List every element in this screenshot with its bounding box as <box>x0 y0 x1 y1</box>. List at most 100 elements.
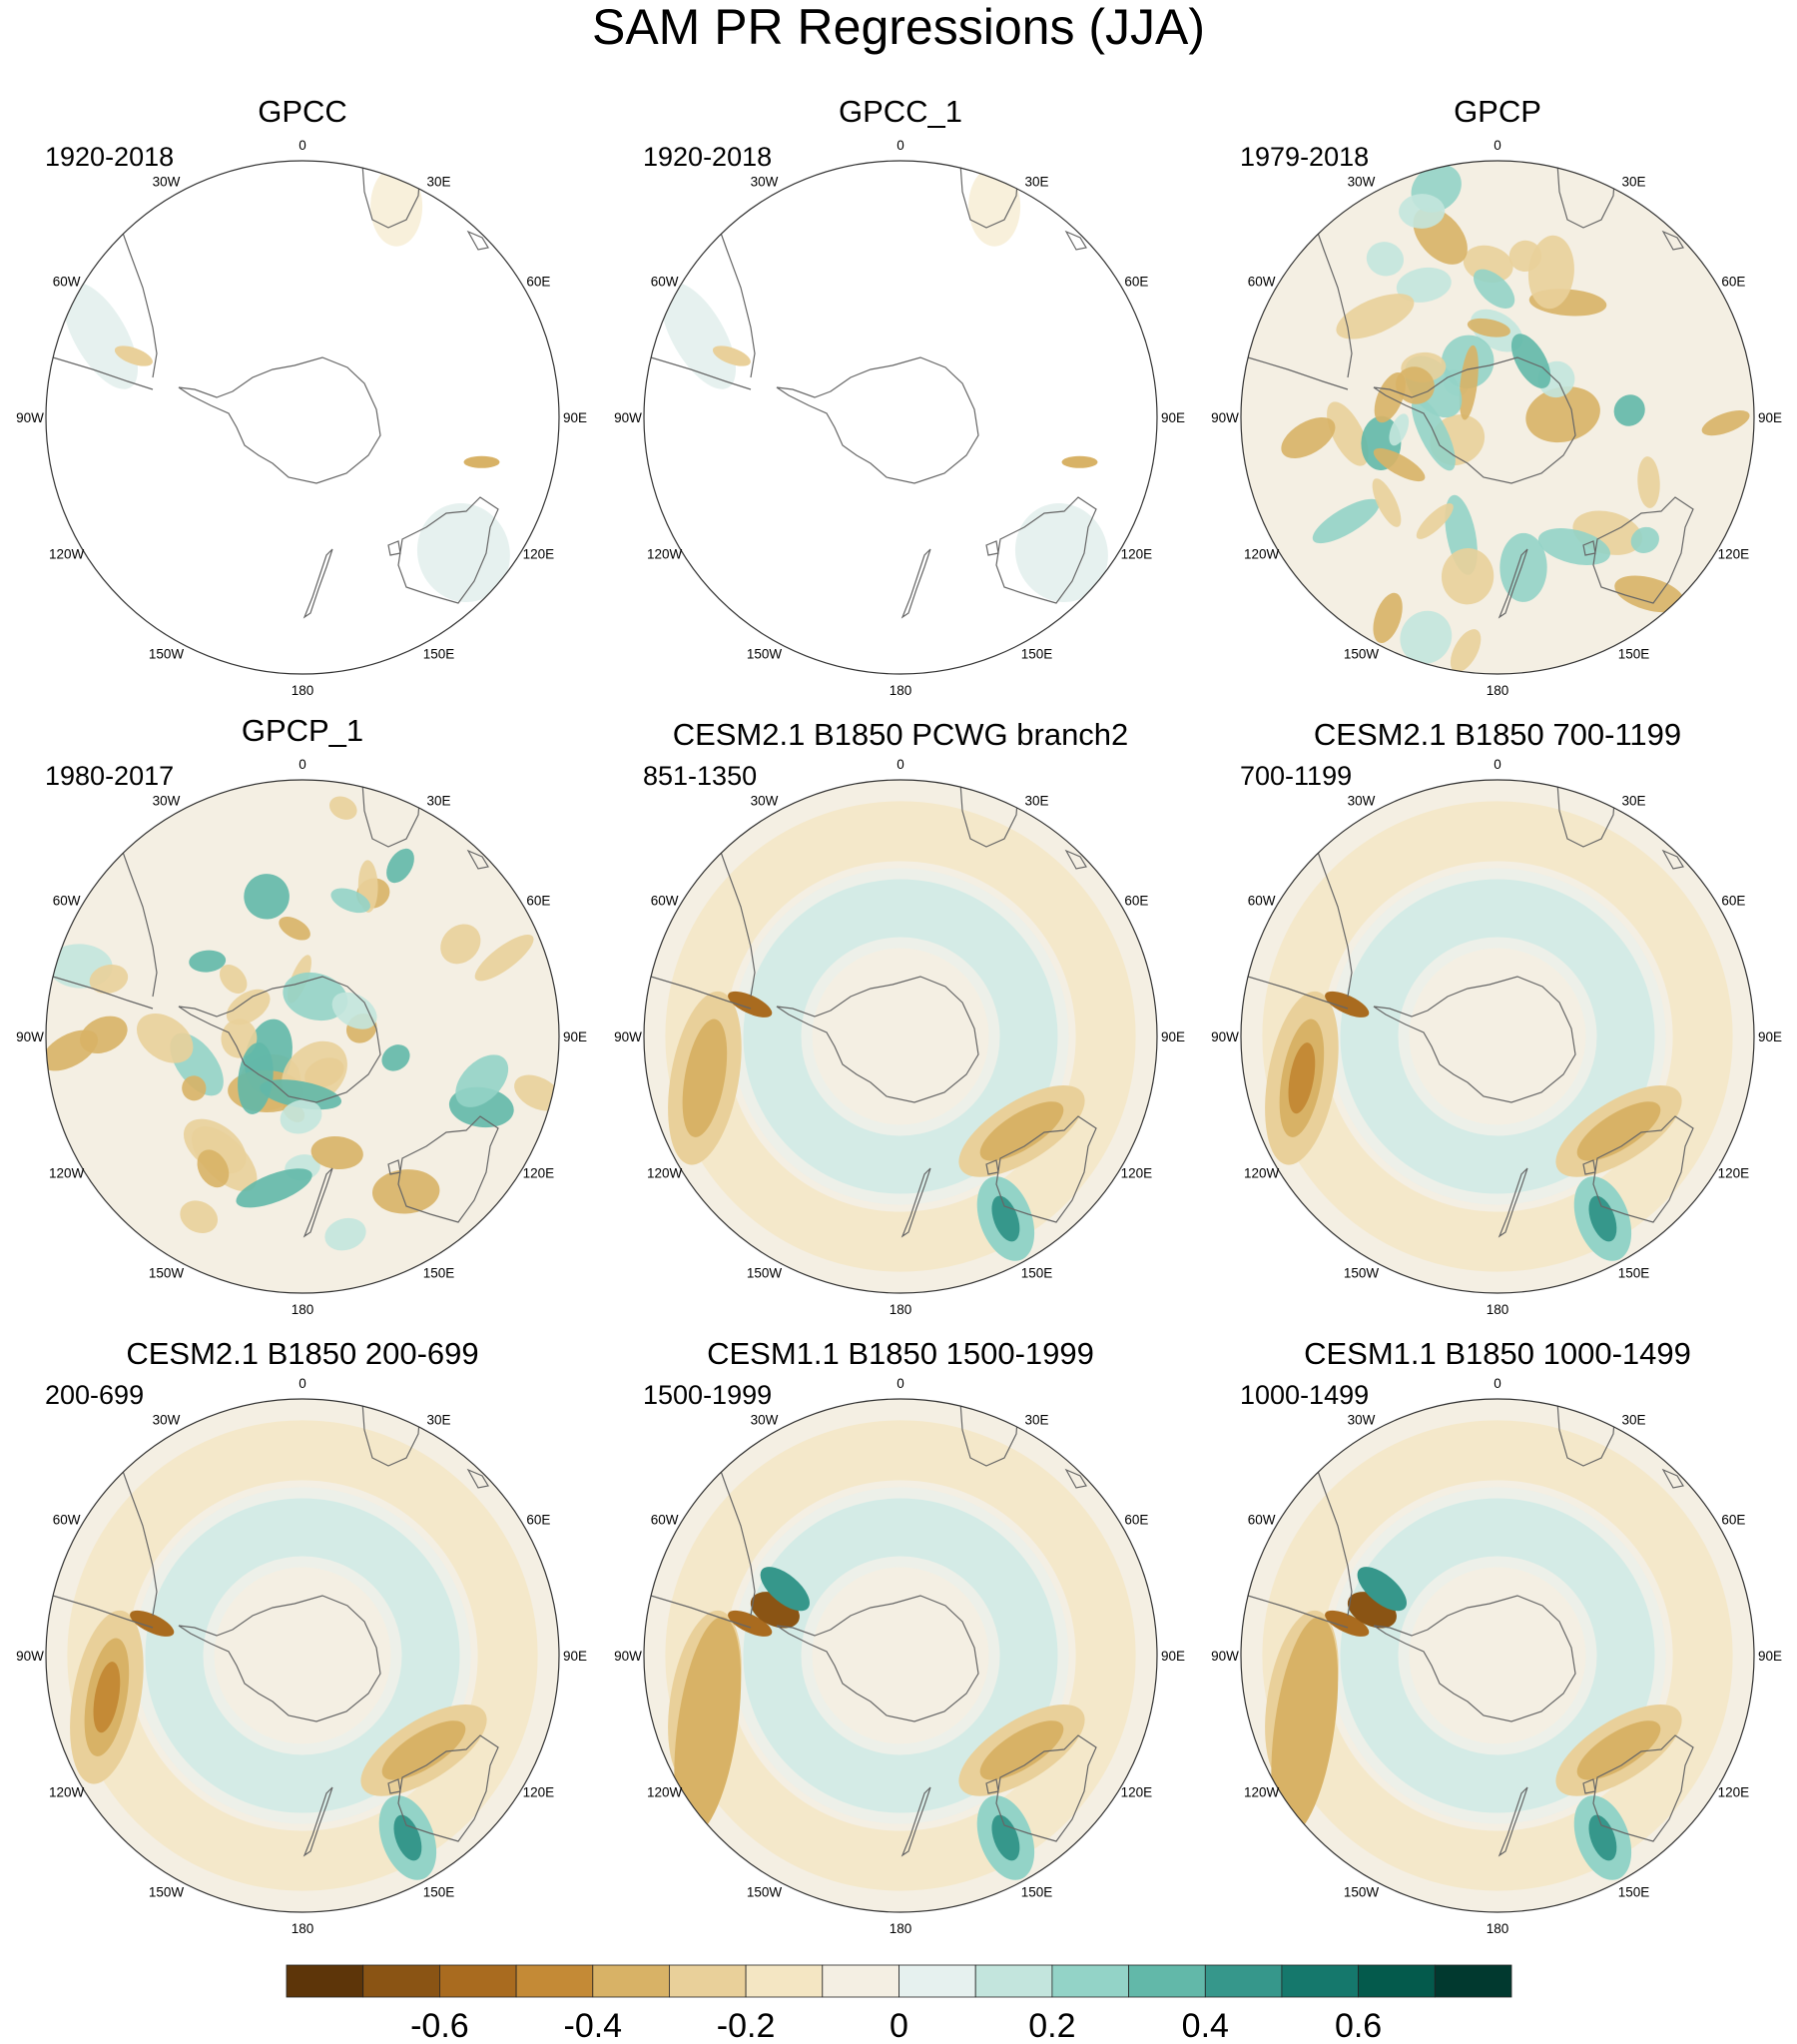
longitude-label: 90W <box>1211 410 1239 425</box>
longitude-label: 60W <box>651 1513 679 1528</box>
panel-title: GPCC_1 <box>839 94 962 129</box>
longitude-label: 60W <box>1248 894 1276 909</box>
longitude-label: 30W <box>1348 175 1376 190</box>
panel-title: CESM2.1 B1850 700-1199 <box>1314 717 1681 752</box>
longitude-label: 30E <box>1024 1413 1048 1428</box>
longitude-label: 0 <box>299 138 306 153</box>
longitude-label: 120W <box>647 547 683 562</box>
longitude-label: 120W <box>49 1166 85 1181</box>
panel-period: 200-699 <box>45 1380 144 1410</box>
panel-period: 1920-2018 <box>45 142 174 172</box>
colorbar-swatch <box>822 1964 899 1998</box>
longitude-label: 60E <box>526 1513 550 1528</box>
colorbar-swatch <box>362 1964 440 1998</box>
panel-title: CESM1.1 B1850 1000-1499 <box>1304 1336 1691 1371</box>
longitude-label: 60E <box>1721 1513 1745 1528</box>
panel-period: 851-1350 <box>643 761 757 791</box>
longitude-label: 30W <box>153 1413 181 1428</box>
longitude-label: 60W <box>651 275 679 290</box>
figure-title: SAM PR Regressions (JJA) <box>592 0 1205 55</box>
longitude-label: 90E <box>563 1649 587 1664</box>
longitude-label: 90E <box>1758 1649 1782 1664</box>
longitude-label: 120E <box>523 1785 555 1800</box>
longitude-label: 60W <box>53 894 81 909</box>
longitude-label: 150E <box>1618 1265 1650 1280</box>
map-panels: GPCC 1920-2018 0 30E 60E 90E 120E 150E 180 150W 12… <box>16 94 1782 1936</box>
longitude-label: 90E <box>1161 410 1185 425</box>
longitude-label: 60W <box>651 894 679 909</box>
longitude-label: 120E <box>1121 1785 1153 1800</box>
longitude-label: 90W <box>1211 1649 1239 1664</box>
longitude-label: 30W <box>153 175 181 190</box>
longitude-label: 120E <box>1718 547 1750 562</box>
map-boundary <box>45 779 560 1294</box>
longitude-label: 30W <box>751 794 779 809</box>
longitude-label: 150W <box>1344 1884 1380 1899</box>
longitude-label: 150E <box>423 1884 455 1899</box>
colorbar-tick-label: 0.6 <box>1335 2007 1382 2044</box>
colorbar-tick-label: 0.4 <box>1182 2007 1229 2044</box>
longitude-label: 150W <box>1344 1265 1380 1280</box>
panel-period: 700-1199 <box>1240 761 1352 791</box>
map-panel: CESM2.1 B1850 200-699 200-699 0 30E 60E 90E 12… <box>16 1336 587 1936</box>
longitude-label: 120E <box>1121 1166 1153 1181</box>
longitude-label: 120W <box>1244 1785 1280 1800</box>
longitude-label: 60W <box>1248 1513 1276 1528</box>
longitude-label: 0 <box>299 1376 306 1391</box>
longitude-label: 180 <box>890 683 912 698</box>
longitude-label: 90W <box>614 1029 642 1044</box>
longitude-label: 0 <box>897 138 904 153</box>
map-boundary <box>1240 1398 1755 1913</box>
longitude-label: 120E <box>1718 1166 1750 1181</box>
colorbar-swatch <box>515 1964 594 1998</box>
colorbar-tick-label: -0.2 <box>717 2007 776 2044</box>
regression-field <box>1241 1399 1754 1912</box>
longitude-label: 180 <box>1487 683 1509 698</box>
regression-field <box>1241 161 1754 674</box>
longitude-label: 120E <box>523 1166 555 1181</box>
colorbar-swatch <box>669 1964 747 1998</box>
colorbar-swatch <box>1358 1964 1436 1998</box>
longitude-label: 90E <box>563 410 587 425</box>
regression-field <box>644 780 1157 1293</box>
longitude-label: 0 <box>1494 138 1501 153</box>
colorbar-swatch <box>745 1964 824 1998</box>
longitude-label: 30E <box>1621 175 1645 190</box>
regression-field <box>1241 780 1754 1293</box>
longitude-label: 90E <box>1758 1029 1782 1044</box>
longitude-label: 150E <box>1618 646 1650 661</box>
colorbar-swatch <box>1128 1964 1206 1998</box>
longitude-label: 0 <box>897 1376 904 1391</box>
longitude-label: 30E <box>426 175 450 190</box>
panel-period: 1980-2017 <box>45 761 174 791</box>
longitude-label: 180 <box>890 1921 912 1936</box>
map-boundary <box>643 779 1158 1294</box>
colorbar-swatch <box>286 1964 364 1998</box>
longitude-label: 150E <box>1021 1884 1053 1899</box>
longitude-label: 90E <box>1161 1649 1185 1664</box>
colorbar-swatch <box>1434 1964 1512 1998</box>
longitude-label: 60E <box>1124 894 1148 909</box>
longitude-label: 30W <box>153 794 181 809</box>
longitude-label: 0 <box>299 757 306 772</box>
map-panel: GPCC 1920-2018 0 30E 60E 90E 120E 150E 180 150W 12… <box>16 94 587 698</box>
map-panel: CESM2.1 B1850 PCWG branch2 851-1350 0 30E 60… <box>614 717 1185 1317</box>
map-boundary <box>643 160 1158 675</box>
longitude-label: 90W <box>614 1649 642 1664</box>
longitude-label: 150W <box>149 1884 185 1899</box>
longitude-label: 150W <box>1344 646 1380 661</box>
longitude-label: 150E <box>1618 1884 1650 1899</box>
longitude-label: 150E <box>1021 1265 1053 1280</box>
longitude-label: 150W <box>149 1265 185 1280</box>
map-boundary <box>643 1398 1158 1913</box>
colorbar-swatch <box>1051 1964 1130 1998</box>
panel-period: 1500-1999 <box>643 1380 772 1410</box>
longitude-label: 120W <box>647 1785 683 1800</box>
panel-title: GPCP_1 <box>242 713 363 748</box>
longitude-label: 150E <box>423 646 455 661</box>
regression-field <box>644 1399 1157 1912</box>
longitude-label: 30E <box>426 794 450 809</box>
longitude-label: 30E <box>1024 794 1048 809</box>
longitude-label: 30E <box>426 1413 450 1428</box>
